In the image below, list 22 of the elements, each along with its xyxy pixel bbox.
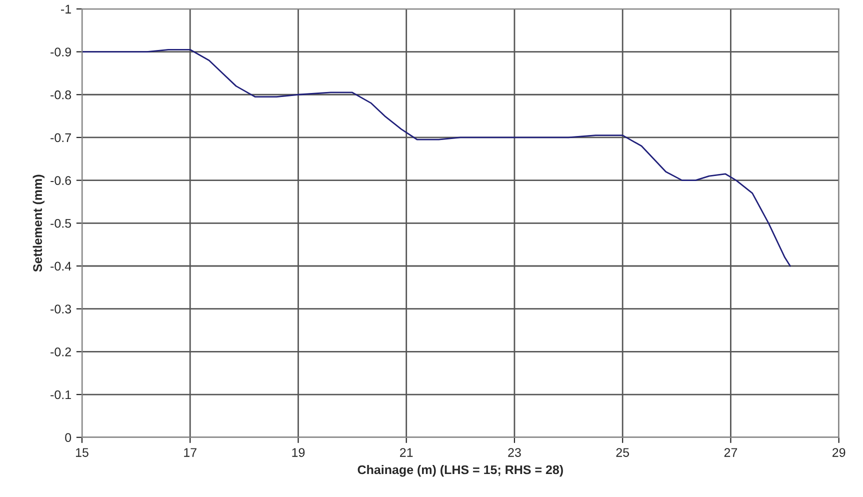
y-tick-label: -0.9	[50, 48, 71, 56]
y-tick-label: -0.3	[50, 304, 72, 314]
y-tick-label: -0.6	[50, 176, 72, 185]
x-tick-label: 27	[724, 448, 738, 457]
y-tick-label: -0.7	[50, 133, 71, 142]
y-axis-title: Settlement (mm)	[32, 174, 44, 272]
y-tick-label: -0.8	[50, 90, 72, 100]
line-series	[82, 48, 791, 267]
x-tick-label: 19	[292, 448, 305, 457]
y-tick-label: -0.1	[50, 390, 71, 400]
y-tick-label: -0.4	[50, 262, 72, 271]
x-tick-label: 15	[76, 448, 88, 457]
x-tick-label: 23	[508, 448, 521, 457]
x-tick-label: 25	[616, 448, 630, 457]
y-tick-label: 0	[65, 433, 72, 442]
x-tick-label: 21	[400, 448, 413, 457]
x-tick-label: 17	[184, 448, 196, 457]
y-tick-label: -1	[61, 4, 71, 14]
y-tick-label: -0.2	[50, 347, 71, 356]
x-axis-title: Chainage (m) (LHS = 15; RHS = 28)	[358, 464, 563, 477]
x-tick-label: 29	[832, 448, 846, 457]
y-tick-label: -0.5	[50, 218, 72, 228]
